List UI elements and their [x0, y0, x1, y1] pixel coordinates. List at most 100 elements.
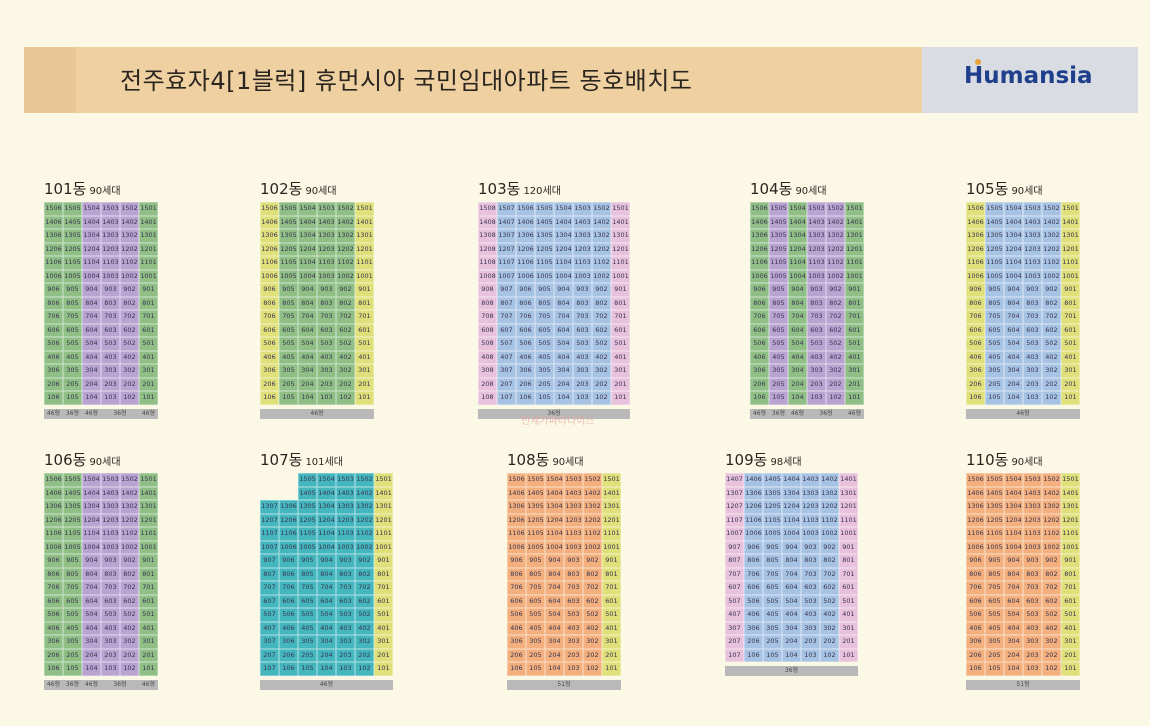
unit-cell: 1304: [545, 500, 564, 514]
unit-cell: 501: [139, 608, 158, 622]
unit-cell: 505: [298, 608, 317, 622]
unit-cell: 504: [554, 337, 573, 351]
building-name: 104동: [750, 180, 793, 198]
unit-type-label: 46형: [141, 680, 156, 688]
building-unit-count: 90세대: [89, 457, 121, 468]
unit-cell: 505: [535, 337, 554, 351]
unit-cell: 1007: [260, 540, 279, 554]
unit-cell: 403: [1023, 621, 1042, 635]
unit-cell: 202: [1042, 377, 1061, 391]
unit-cell: 906: [44, 554, 63, 568]
unit-cell: 808: [478, 296, 497, 310]
unit-cell: 504: [82, 608, 101, 622]
unit-cell: 1104: [1004, 527, 1023, 541]
unit-cell: 306: [966, 635, 985, 649]
unit-cell: 806: [507, 567, 526, 581]
logo-dot-icon: [975, 59, 981, 65]
unit-cell: 1303: [101, 229, 120, 243]
unit-cell: 1502: [336, 202, 355, 216]
unit-cell: 305: [63, 635, 82, 649]
unit-cell: 1406: [516, 215, 535, 229]
unit-cell: 1406: [966, 215, 985, 229]
unit-cell: 603: [564, 594, 583, 608]
unit-cell: 1104: [1004, 256, 1023, 270]
unit-cell: 1405: [63, 486, 82, 500]
unit-cell: 401: [139, 350, 158, 364]
unit-cell: 1102: [355, 527, 374, 541]
unit-cell: 908: [478, 283, 497, 297]
unit-cell: 406: [750, 350, 769, 364]
unit-cell: 1406: [44, 486, 63, 500]
unit-cell: 1301: [1061, 229, 1080, 243]
unit-cell: 105: [985, 391, 1004, 405]
unit-cell: 302: [592, 364, 611, 378]
unit-cell: 604: [545, 594, 564, 608]
unit-cell: 902: [120, 283, 139, 297]
unit-cell: 1204: [782, 500, 801, 514]
unit-cell: 703: [1023, 581, 1042, 595]
unit-cell: 105: [985, 662, 1004, 676]
unit-cell: 204: [545, 648, 564, 662]
unit-cell: 706: [44, 581, 63, 595]
humansia-logo: Humansia: [964, 63, 1093, 89]
unit-cell: 503: [1023, 608, 1042, 622]
unit-cell: 1405: [298, 486, 317, 500]
unit-cell: 604: [554, 323, 573, 337]
unit-cell: 1205: [763, 500, 782, 514]
unit-cell: 1103: [101, 527, 120, 541]
unit-cell: 1402: [826, 215, 845, 229]
unit-type-label: 46형: [46, 409, 61, 417]
unit-cell: 1501: [139, 202, 158, 216]
unit-cell: 903: [101, 283, 120, 297]
unit-cell: 804: [788, 296, 807, 310]
unit-cell: 1002: [592, 269, 611, 283]
building-unit-count: 101세대: [305, 457, 343, 468]
unit-cell: 1301: [1061, 500, 1080, 514]
unit-cell: 206: [260, 377, 279, 391]
unit-cell: 505: [63, 337, 82, 351]
unit-cell: 1101: [611, 256, 630, 270]
unit-cell: 904: [1004, 554, 1023, 568]
unit-cell: 706: [966, 581, 985, 595]
unit-cell: 1004: [317, 540, 336, 554]
unit-cell: 107: [725, 648, 744, 662]
unit-cell: 1101: [839, 513, 858, 527]
unit-cell: 503: [101, 608, 120, 622]
unit-cell: 304: [1004, 364, 1023, 378]
unit-cell: 1203: [1023, 242, 1042, 256]
unit-cell: 603: [101, 323, 120, 337]
unit-cell: 1401: [1061, 486, 1080, 500]
unit-cell: 1004: [554, 269, 573, 283]
unit-cell: 905: [298, 554, 317, 568]
unit-cell: 803: [101, 296, 120, 310]
unit-cell: 604: [782, 581, 801, 595]
unit-cell: 1003: [101, 269, 120, 283]
unit-cell: 1305: [769, 229, 788, 243]
unit-cell: 403: [564, 621, 583, 635]
unit-cell: 1306: [966, 229, 985, 243]
unit-cell: 308: [478, 364, 497, 378]
unit-cell: 805: [63, 567, 82, 581]
unit-cell: 302: [120, 635, 139, 649]
unit-cell: 203: [807, 377, 826, 391]
unit-cell: 602: [120, 594, 139, 608]
unit-cell: 1501: [1061, 473, 1080, 487]
unit-cell: 703: [801, 567, 820, 581]
unit-cell: 706: [516, 310, 535, 324]
building-name: 110동: [966, 451, 1009, 469]
unit-cell: 1403: [101, 486, 120, 500]
unit-cell: 404: [298, 350, 317, 364]
unit-cell: 1002: [820, 527, 839, 541]
unit-cell: 602: [1042, 594, 1061, 608]
unit-cell: 303: [573, 364, 592, 378]
unit-cell: 1202: [820, 500, 839, 514]
unit-cell: 605: [279, 323, 298, 337]
unit-cell: 1405: [763, 473, 782, 487]
unit-cell: 704: [82, 310, 101, 324]
unit-cell: 306: [516, 364, 535, 378]
unit-cell: 104: [298, 391, 317, 405]
unit-type-bar: 46형: [260, 679, 393, 690]
unit-cell: 1402: [120, 215, 139, 229]
unit-cell: 1106: [966, 256, 985, 270]
unit-cell: 605: [526, 594, 545, 608]
